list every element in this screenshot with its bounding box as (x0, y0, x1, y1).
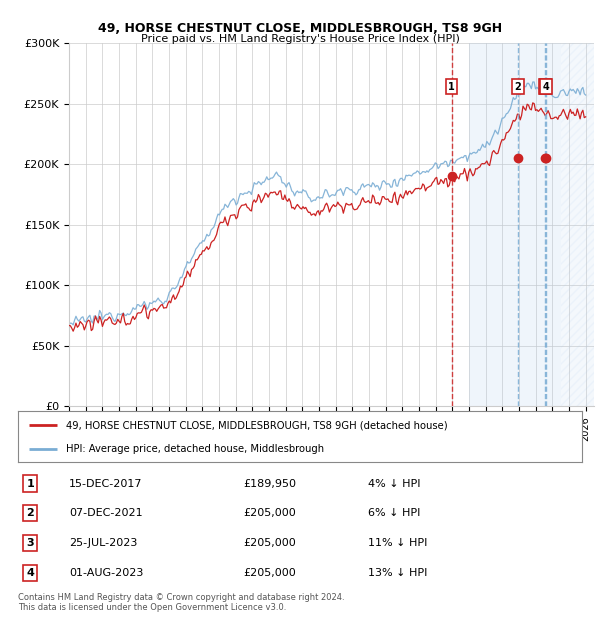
Text: £205,000: £205,000 (244, 508, 296, 518)
Text: £189,950: £189,950 (244, 479, 296, 489)
Text: HPI: Average price, detached house, Middlesbrough: HPI: Average price, detached house, Midd… (66, 444, 324, 454)
Text: 49, HORSE CHESTNUT CLOSE, MIDDLESBROUGH, TS8 9GH: 49, HORSE CHESTNUT CLOSE, MIDDLESBROUGH,… (98, 22, 502, 35)
Text: £205,000: £205,000 (244, 538, 296, 548)
Text: 01-AUG-2023: 01-AUG-2023 (69, 568, 143, 578)
Text: 11% ↓ HPI: 11% ↓ HPI (368, 538, 427, 548)
Text: 49, HORSE CHESTNUT CLOSE, MIDDLESBROUGH, TS8 9GH (detached house): 49, HORSE CHESTNUT CLOSE, MIDDLESBROUGH,… (66, 420, 448, 430)
Text: 4: 4 (26, 568, 34, 578)
Text: 15-DEC-2017: 15-DEC-2017 (69, 479, 142, 489)
Text: 2: 2 (514, 82, 521, 92)
Text: 07-DEC-2021: 07-DEC-2021 (69, 508, 142, 518)
Text: 1: 1 (26, 479, 34, 489)
Text: 3: 3 (26, 538, 34, 548)
Text: 25-JUL-2023: 25-JUL-2023 (69, 538, 137, 548)
Text: 1: 1 (448, 82, 455, 92)
Text: £205,000: £205,000 (244, 568, 296, 578)
Text: Price paid vs. HM Land Registry's House Price Index (HPI): Price paid vs. HM Land Registry's House … (140, 34, 460, 44)
Text: 4% ↓ HPI: 4% ↓ HPI (368, 479, 420, 489)
Text: 2: 2 (26, 508, 34, 518)
Bar (560, 43, 594, 406)
Text: 13% ↓ HPI: 13% ↓ HPI (368, 568, 427, 578)
Text: Contains HM Land Registry data © Crown copyright and database right 2024.
This d: Contains HM Land Registry data © Crown c… (18, 593, 344, 612)
Text: 3: 3 (542, 82, 548, 92)
Text: 6% ↓ HPI: 6% ↓ HPI (368, 508, 420, 518)
Text: 4: 4 (542, 82, 550, 92)
Bar (469, 43, 560, 406)
